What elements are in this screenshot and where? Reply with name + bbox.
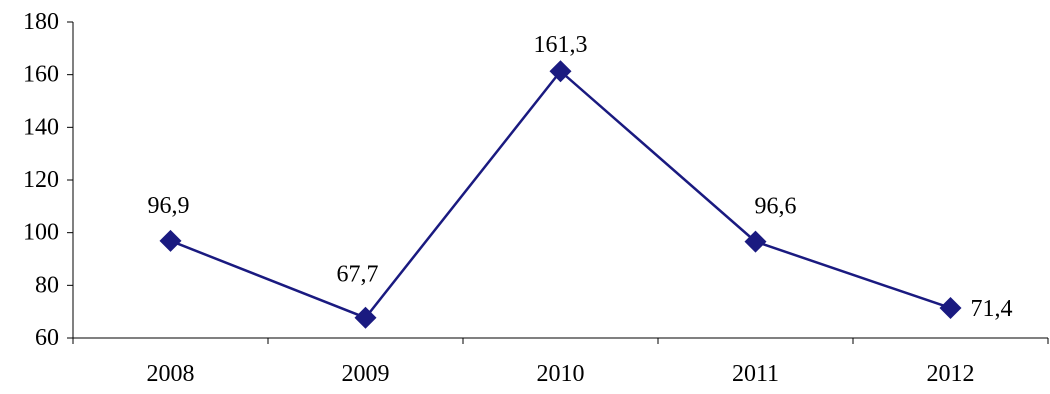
series-line: [170, 69, 951, 320]
y-tick-label: 160: [23, 62, 59, 88]
x-tick-label: 2011: [732, 361, 779, 387]
series-group: [159, 60, 962, 329]
data-point-marker: [744, 230, 767, 253]
data-point-marker: [354, 306, 377, 329]
y-tick-label: 60: [35, 325, 59, 351]
y-tick-label: 80: [35, 272, 59, 298]
y-axis: 60 80 100 120 140 160 180: [23, 9, 74, 351]
data-label: 96,6: [755, 194, 797, 220]
y-tick-label: 140: [23, 114, 59, 140]
data-labels: 96,9 67,7 161,3 96,6 71,4: [148, 32, 1013, 322]
x-tick-label: 2008: [147, 361, 195, 387]
y-tick-label: 120: [23, 167, 59, 193]
data-label: 96,9: [148, 193, 190, 219]
x-axis: 2008 2009 2010 2011 2012: [72, 337, 1049, 387]
y-tick-label: 180: [23, 9, 59, 35]
data-label: 71,4: [971, 296, 1013, 322]
data-point-marker: [549, 60, 572, 83]
data-label: 67,7: [337, 262, 379, 288]
data-label: 161,3: [534, 32, 588, 58]
y-tick-label: 100: [23, 220, 59, 246]
data-point-marker: [939, 296, 962, 319]
x-tick-label: 2012: [927, 361, 975, 387]
x-tick-label: 2009: [342, 361, 390, 387]
data-point-marker: [159, 229, 182, 252]
x-tick-label: 2010: [537, 361, 585, 387]
